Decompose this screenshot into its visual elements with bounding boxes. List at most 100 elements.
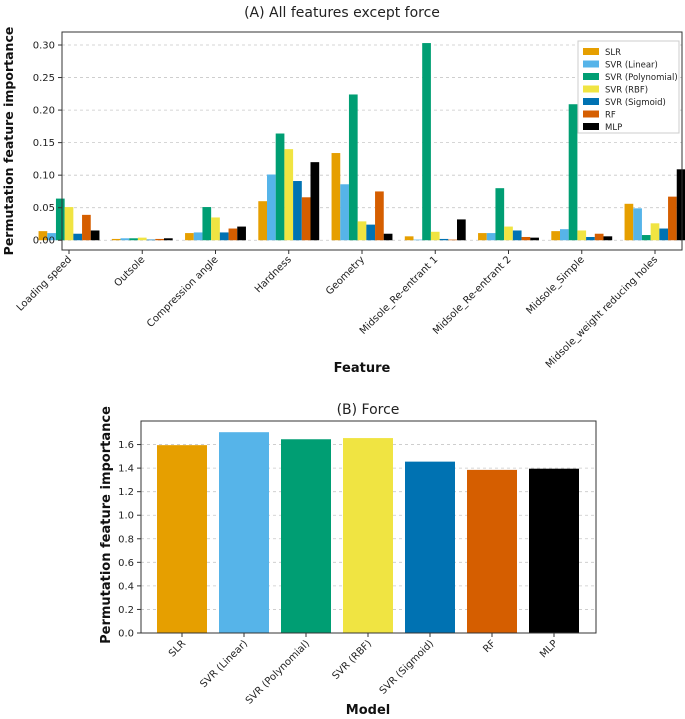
panel-b-title: (B) Force <box>337 402 400 418</box>
bar-outsole-svr-rbf <box>137 237 147 241</box>
bar-compression-angle-mlp <box>237 226 246 241</box>
bar-midsole-simple-svr-sigmoid <box>586 236 595 241</box>
y-tick-label: 1.0 <box>118 511 134 522</box>
y-tick-label: 0.00 <box>33 236 55 247</box>
legend-swatch-svr-rbf <box>583 85 599 93</box>
bar-midsole-re-entrant-1-svr-linear <box>413 239 423 241</box>
bar-loading-speed-svr-polynomial <box>55 198 65 241</box>
bar-midsole-simple-svr-polynomial <box>568 104 578 241</box>
y-tick-label: 0.20 <box>33 106 55 117</box>
legend-label-rf: RF <box>605 111 616 121</box>
bar-svr-linear <box>219 432 269 633</box>
x-tick-label: Outsole <box>112 254 147 289</box>
bar-compression-angle-rf <box>228 228 238 241</box>
bar-outsole-svr-linear <box>120 238 130 241</box>
bar-midsole-simple-slr <box>551 231 560 241</box>
legend-swatch-mlp <box>583 123 599 130</box>
bar-midsole-re-entrant-1-svr-sigmoid <box>439 238 449 241</box>
legend-swatch-svr-polynomial <box>583 73 599 80</box>
y-tick-label: 0.10 <box>33 171 55 182</box>
y-tick-label: 0.30 <box>33 41 55 52</box>
panel-b-bars <box>157 432 579 633</box>
bar-hardness-slr <box>258 201 267 241</box>
y-tick-label: 0.6 <box>118 558 134 569</box>
y-tick-label: 0.25 <box>33 73 55 84</box>
x-tick-label: SLR <box>167 638 188 659</box>
x-tick-label: SVR (Linear) <box>198 638 250 690</box>
bar-midsole-re-entrant-1-svr-polynomial <box>422 43 431 241</box>
bar-outsole-mlp <box>164 238 173 241</box>
bar-loading-speed-rf <box>82 214 91 241</box>
legend-swatch-svr-sigmoid <box>583 98 599 105</box>
x-tick-label: SVR (Sigmoid) <box>378 638 436 696</box>
bar-midsole-simple-svr-linear <box>560 229 569 241</box>
bar-outsole-rf <box>155 238 164 241</box>
panel-a-y-ticks: 0.00 0.05 0.10 0.15 0.20 0.25 0.30 <box>33 41 62 247</box>
bar-midsole-re-entrant-2-rf <box>521 236 531 241</box>
bar-midsole-re-entrant-2-mlp <box>530 237 539 241</box>
bar-midsole-weight-reducing-holes-slr <box>624 203 634 241</box>
panel-a-chart: (A) All features except force 0.000.050.… <box>1 5 685 376</box>
bar-hardness-svr-linear <box>267 174 276 241</box>
y-tick-label: 1.6 <box>118 440 134 451</box>
bar-geometry-slr <box>331 153 341 241</box>
bar-geometry-mlp <box>383 233 393 241</box>
bar-hardness-svr-sigmoid <box>293 181 302 241</box>
panel-a-x-axis-label: Feature <box>334 361 391 376</box>
bar-midsole-re-entrant-2-svr-linear <box>486 233 496 241</box>
x-tick-label: RF <box>481 638 498 655</box>
bar-midsole-simple-svr-rbf <box>577 230 587 241</box>
bar-midsole-weight-reducing-holes-mlp <box>676 169 685 241</box>
panel-b-y-axis-label: Permutation feature importance <box>99 406 114 644</box>
bar-midsole-re-entrant-1-rf <box>448 239 457 241</box>
x-tick-label: Midsole_Re-entrant 1 <box>358 254 441 337</box>
bar-geometry-svr-sigmoid <box>366 224 376 241</box>
bar-midsole-re-entrant-2-svr-polynomial <box>495 188 505 241</box>
panel-a-y-axis-label: Permutation feature importance <box>1 27 16 256</box>
bar-midsole-re-entrant-1-svr-rbf <box>430 231 440 241</box>
bar-geometry-svr-polynomial <box>348 94 358 241</box>
y-tick-label: 0.15 <box>33 138 55 149</box>
bar-geometry-svr-linear <box>340 184 349 241</box>
y-tick-label: 0.8 <box>118 534 134 545</box>
bar-loading-speed-svr-sigmoid <box>73 233 83 241</box>
panel-a-legend: SLR SVR (Linear) SVR (Polynomial) SVR (RBF)… <box>577 40 680 134</box>
y-tick-label: 0.05 <box>33 203 55 214</box>
bar-midsole-re-entrant-2-svr-rbf <box>504 226 513 241</box>
bar-hardness-svr-rbf <box>284 149 294 241</box>
bar-geometry-rf <box>375 191 384 241</box>
bar-loading-speed-svr-rbf <box>64 207 74 241</box>
legend-swatch-svr-linear <box>583 60 599 68</box>
bar-hardness-rf <box>301 197 311 241</box>
legend-label-svr-rbf: SVR (RBF) <box>605 86 648 96</box>
bar-midsole-weight-reducing-holes-svr-sigmoid <box>659 228 669 241</box>
x-tick-label: Loading speed <box>15 254 74 313</box>
panel-b-x-ticks: SLR SVR (Linear)SVR (Polynomial) SVR (RBF)… <box>167 633 560 707</box>
x-tick-label: Hardness <box>253 254 294 295</box>
y-tick-label: 0.0 <box>118 629 134 640</box>
legend-swatch-slr <box>583 48 599 55</box>
x-tick-label: Geometry <box>324 254 367 297</box>
bar-midsole-re-entrant-2-slr <box>478 233 487 241</box>
y-tick-label: 0.4 <box>118 581 134 592</box>
bar-compression-angle-svr-rbf <box>211 217 220 241</box>
bar-midsole-weight-reducing-holes-svr-polynomial <box>641 235 651 241</box>
panel-a-plot-frame <box>61 31 683 251</box>
x-tick-label: MLP <box>538 638 560 660</box>
legend-label-svr-linear: SVR (Linear) <box>605 61 658 71</box>
bar-compression-angle-svr-polynomial <box>202 207 212 241</box>
legend-label-svr-sigmoid: SVR (Sigmoid) <box>605 98 666 108</box>
bar-rf <box>467 469 517 633</box>
x-tick-label: SVR (Polynomial) <box>244 638 312 706</box>
y-tick-label: 0.2 <box>118 605 134 616</box>
bar-midsole-re-entrant-2-svr-sigmoid <box>512 230 522 241</box>
bar-midsole-weight-reducing-holes-rf <box>668 196 677 241</box>
panel-b-x-axis-label: Model <box>346 703 390 718</box>
bar-midsole-re-entrant-1-slr <box>404 236 414 241</box>
bar-midsole-simple-rf <box>594 233 604 241</box>
bar-loading-speed-mlp <box>90 230 100 241</box>
bar-midsole-re-entrant-1-mlp <box>457 219 466 241</box>
bar-hardness-mlp <box>310 162 320 241</box>
bar-midsole-simple-mlp <box>603 236 613 241</box>
